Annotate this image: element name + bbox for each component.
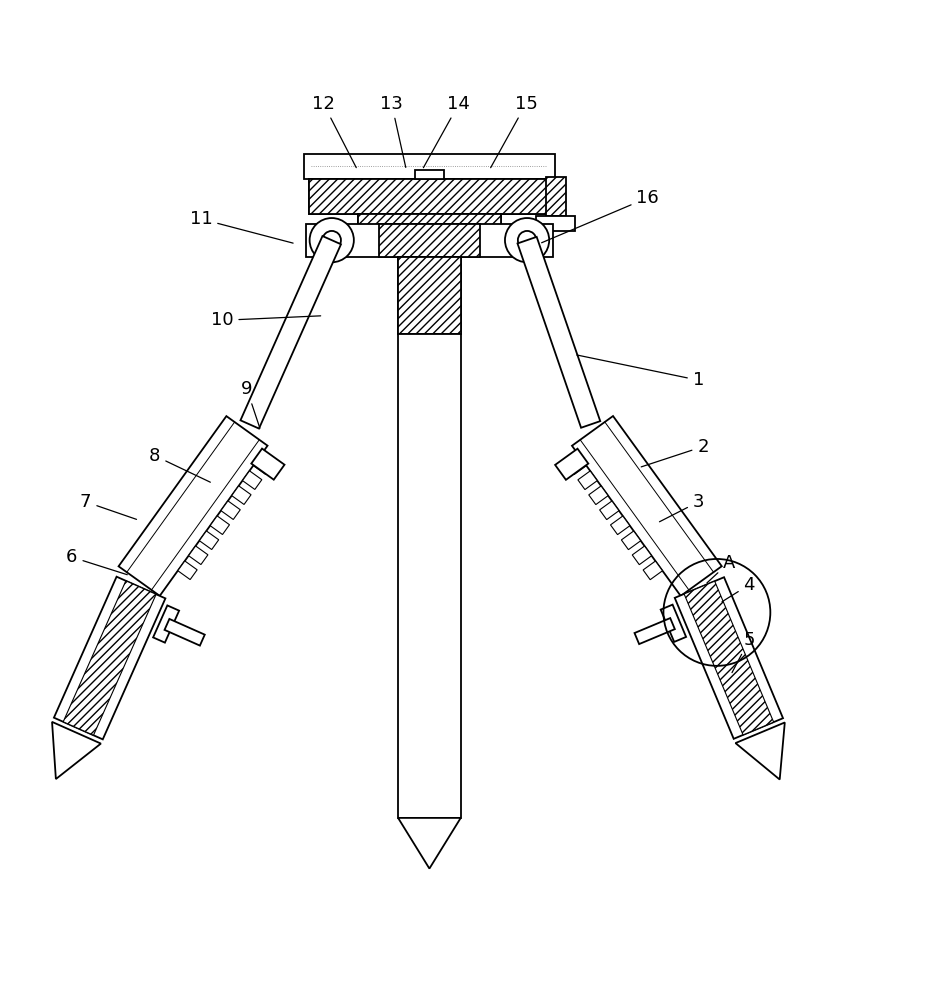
Polygon shape: [119, 416, 268, 596]
Polygon shape: [199, 531, 219, 550]
Polygon shape: [589, 486, 608, 505]
Polygon shape: [251, 449, 285, 480]
Text: 14: 14: [424, 95, 470, 168]
Polygon shape: [240, 236, 341, 429]
Polygon shape: [572, 416, 722, 596]
Polygon shape: [243, 471, 261, 489]
Polygon shape: [600, 501, 619, 520]
Text: 6: 6: [66, 548, 127, 575]
Text: 4: 4: [722, 576, 755, 602]
Polygon shape: [517, 237, 601, 428]
Polygon shape: [54, 577, 165, 739]
Text: 3: 3: [659, 493, 705, 522]
Polygon shape: [578, 471, 597, 490]
Polygon shape: [661, 605, 686, 642]
Bar: [398, 257, 461, 334]
Bar: [545, 177, 565, 216]
Text: 7: 7: [80, 493, 136, 519]
Text: 11: 11: [189, 210, 293, 243]
Text: 9: 9: [241, 380, 260, 428]
Polygon shape: [632, 546, 652, 565]
Text: 2: 2: [641, 438, 709, 467]
Polygon shape: [253, 456, 273, 474]
Text: 15: 15: [490, 95, 538, 168]
Polygon shape: [232, 486, 251, 504]
Text: 8: 8: [149, 447, 210, 482]
Polygon shape: [567, 456, 587, 475]
Bar: [537, 216, 575, 231]
Bar: [398, 257, 461, 334]
Circle shape: [518, 231, 537, 249]
Polygon shape: [684, 581, 774, 735]
Bar: [358, 214, 501, 249]
Polygon shape: [221, 501, 240, 519]
Polygon shape: [611, 516, 629, 535]
Polygon shape: [555, 449, 589, 480]
Bar: [358, 214, 501, 249]
Bar: [306, 224, 552, 257]
Circle shape: [310, 218, 354, 262]
Text: A: A: [707, 554, 735, 583]
Text: 13: 13: [380, 95, 406, 167]
Polygon shape: [621, 531, 641, 550]
Bar: [309, 179, 550, 214]
Bar: [414, 170, 444, 179]
Circle shape: [505, 218, 549, 262]
Text: 5: 5: [732, 631, 755, 673]
Polygon shape: [178, 561, 197, 580]
Polygon shape: [63, 581, 156, 735]
Polygon shape: [634, 618, 675, 644]
Text: 16: 16: [541, 189, 659, 243]
Text: 10: 10: [210, 311, 321, 329]
Circle shape: [323, 231, 341, 249]
Polygon shape: [735, 722, 785, 780]
Polygon shape: [675, 577, 783, 739]
Polygon shape: [188, 546, 208, 565]
Polygon shape: [52, 722, 101, 779]
Polygon shape: [164, 619, 205, 646]
Bar: [304, 154, 554, 179]
Bar: [379, 224, 480, 257]
Text: 1: 1: [577, 355, 705, 389]
Text: 12: 12: [312, 95, 356, 168]
Polygon shape: [398, 818, 461, 869]
Polygon shape: [153, 605, 179, 643]
Polygon shape: [643, 561, 663, 580]
Bar: [309, 179, 550, 214]
Polygon shape: [210, 516, 230, 535]
Bar: [398, 334, 461, 818]
